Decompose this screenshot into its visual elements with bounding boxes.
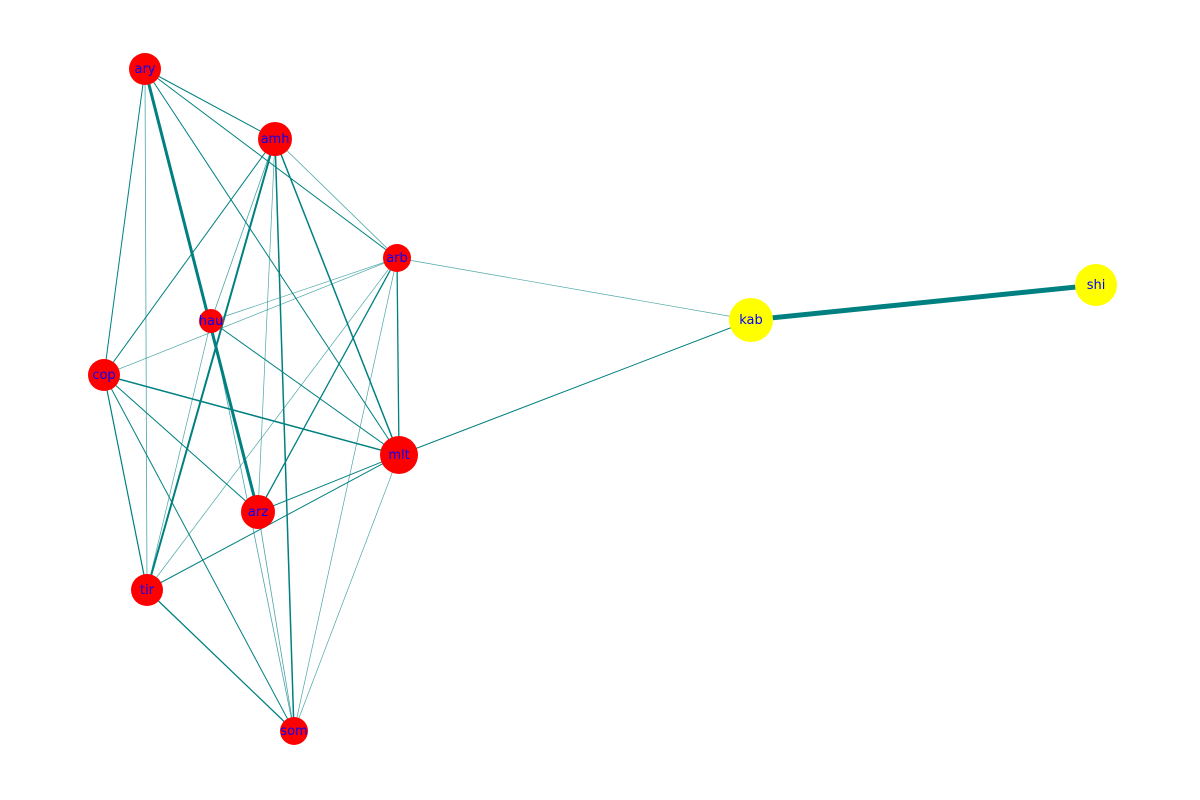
edge-amh-arb [274, 138, 398, 259]
node-label: shi [1087, 278, 1106, 293]
node-ary[interactable]: ary [129, 53, 161, 85]
edge-mlt-tir [146, 454, 400, 591]
edge-amh-mlt [274, 138, 400, 456]
edge-arb-arz [257, 257, 398, 513]
edge-cop-som [103, 374, 295, 732]
edge-amh-cop [103, 138, 276, 376]
node-shi[interactable]: shi [1075, 264, 1117, 306]
node-circle[interactable] [199, 309, 223, 333]
node-label: cop [92, 368, 115, 383]
node-hau[interactable]: hau [199, 309, 223, 333]
node-label: arz [248, 505, 268, 520]
node-label: ary [134, 62, 155, 77]
edge-arb-cop [103, 257, 398, 376]
node-circle[interactable] [88, 359, 120, 391]
edge-kab-shi [750, 282, 1097, 323]
node-circle[interactable] [383, 244, 411, 272]
edge-hau-mlt [210, 320, 400, 456]
node-kab[interactable]: kab [729, 298, 773, 342]
edge-ary-amh [144, 68, 276, 140]
edge-cop-arz [103, 374, 259, 513]
edge-ary-arz [143, 68, 260, 513]
node-label: som [280, 724, 307, 739]
node-label: kab [739, 313, 763, 328]
edge-mlt-arz [257, 454, 400, 513]
edge-amh-tir [146, 138, 276, 591]
edge-amh-arz [257, 138, 276, 513]
edge-amh-hau [210, 138, 276, 322]
node-som[interactable]: som [280, 717, 308, 745]
edge-amh-som [274, 138, 295, 732]
edge-arb-hau [210, 257, 398, 322]
node-arb[interactable]: arb [383, 244, 411, 272]
node-label: arb [386, 251, 408, 266]
node-tir[interactable]: tir [131, 574, 163, 606]
edge-ary-tir [144, 68, 148, 591]
node-arz[interactable]: arz [241, 495, 275, 529]
edge-arz-som [257, 511, 295, 732]
edge-mlt-kab [398, 319, 752, 456]
node-label: mlt [388, 448, 409, 463]
node-circle[interactable] [380, 436, 418, 474]
node-mlt[interactable]: mlt [380, 436, 418, 474]
edge-ary-cop [103, 68, 146, 376]
edge-arb-som [293, 257, 398, 732]
node-circle[interactable] [258, 122, 292, 156]
edge-arb-mlt [396, 257, 400, 456]
node-amh[interactable]: amh [258, 122, 292, 156]
node-circle[interactable] [129, 53, 161, 85]
node-circle[interactable] [1075, 264, 1117, 306]
edge-ary-arb [144, 68, 398, 259]
edge-hau-tir [146, 320, 212, 591]
edge-cop-mlt [103, 374, 400, 456]
edge-ary-mlt [144, 68, 400, 456]
node-circle[interactable] [729, 298, 773, 342]
edge-tir-som [146, 589, 295, 732]
node-cop[interactable]: cop [88, 359, 120, 391]
node-label: tir [140, 583, 155, 598]
edge-cop-tir [103, 374, 148, 591]
node-label: amh [261, 132, 290, 147]
node-circle[interactable] [241, 495, 275, 529]
node-circle[interactable] [280, 717, 308, 745]
node-circle[interactable] [131, 574, 163, 606]
edge-arb-kab [396, 257, 752, 321]
edge-mlt-som [293, 454, 400, 732]
node-label: hau [199, 314, 223, 329]
